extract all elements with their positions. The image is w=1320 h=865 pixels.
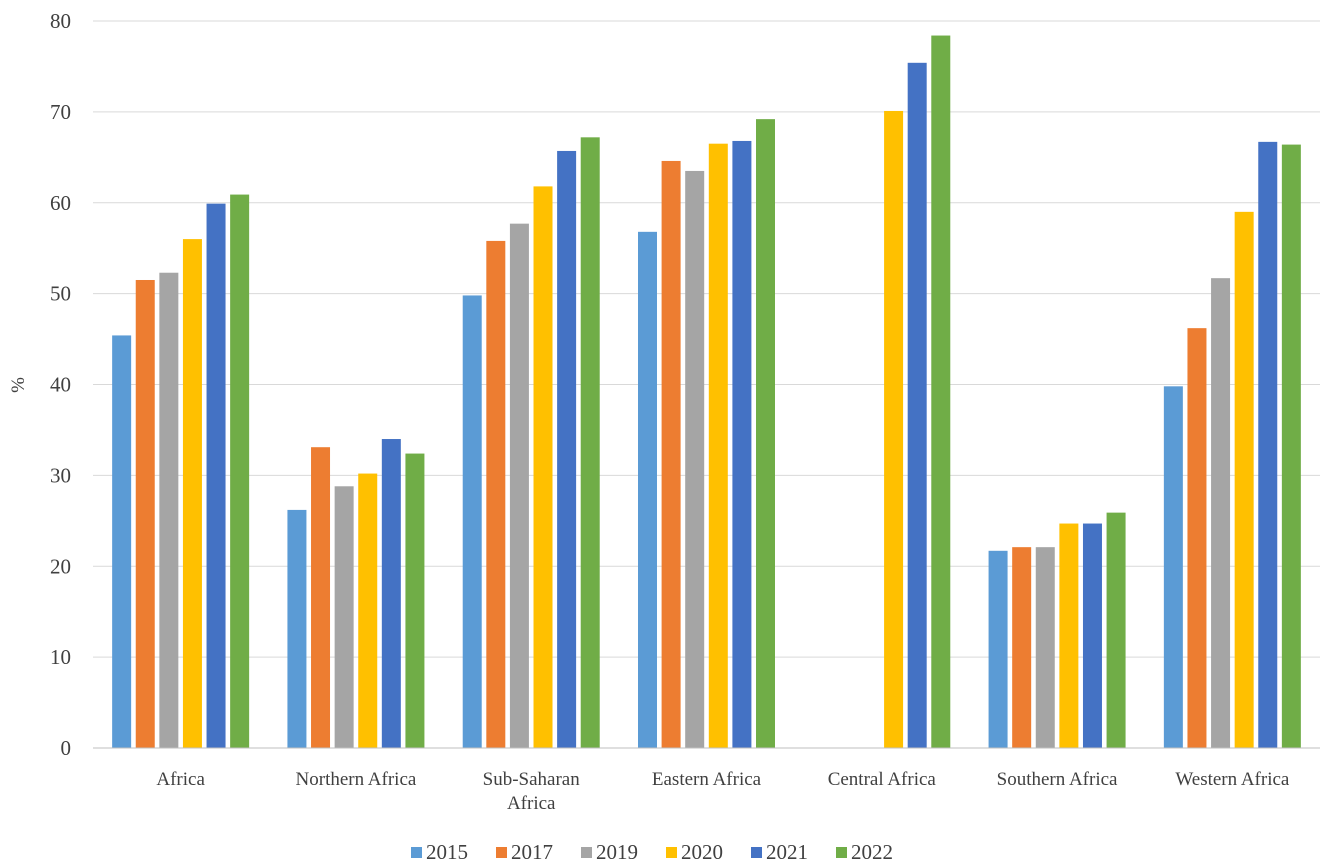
bar-2017	[1012, 547, 1032, 748]
legend-swatch-2021	[751, 847, 762, 858]
bar-2019	[159, 272, 179, 748]
y-tick-label: 40	[50, 373, 71, 397]
legend-swatch-2022	[836, 847, 847, 858]
bar-2022	[1106, 512, 1126, 748]
bar-2022	[756, 119, 775, 748]
bar-2017	[486, 240, 506, 749]
bar-2015	[638, 231, 657, 748]
bar-2021	[732, 140, 752, 748]
legend-label: 2022	[851, 840, 893, 864]
bar-2020	[533, 186, 553, 748]
y-tick-label: 20	[50, 554, 71, 578]
bar-2020	[1059, 523, 1079, 748]
bar-2020	[884, 110, 904, 748]
legend-label: 2017	[511, 840, 553, 864]
bar-2015	[462, 295, 482, 748]
bar-2021	[381, 439, 401, 748]
bar-2021	[907, 62, 927, 749]
bar-2021	[557, 150, 577, 749]
y-tick-label: 10	[50, 645, 71, 669]
y-tick-label: 80	[50, 9, 71, 33]
legend-swatch-2017	[496, 847, 507, 858]
x-category-label: Eastern Africa	[652, 769, 762, 790]
y-tick-label: 60	[50, 191, 71, 215]
y-tick-label: 30	[50, 463, 71, 487]
legend-swatch-2020	[666, 847, 677, 858]
bar-2022	[405, 453, 425, 748]
bar-2015	[988, 550, 1008, 748]
bar-2021	[1082, 523, 1102, 748]
bar-2019	[1211, 278, 1231, 748]
x-category-label: Southern Africa	[997, 769, 1118, 790]
x-category-label: Central Africa	[828, 769, 937, 790]
bar-2019	[334, 486, 354, 748]
bar-2022	[580, 137, 600, 748]
legend-label: 2021	[766, 840, 808, 864]
y-tick-label: 70	[50, 100, 71, 124]
bar-2019	[509, 223, 529, 748]
x-category-label: Western Africa	[1175, 769, 1290, 790]
bar-2020	[708, 143, 728, 748]
legend-label: 2019	[596, 840, 638, 864]
bar-2015	[287, 509, 307, 748]
bar-2022	[230, 194, 250, 749]
legend-label: 2015	[426, 840, 468, 864]
legend-label: 2020	[681, 840, 723, 864]
bar-2020	[1234, 211, 1254, 748]
bar-2020	[358, 473, 378, 748]
bar-2019	[1035, 547, 1055, 748]
x-category-label: Africa	[156, 769, 205, 790]
y-axis-title: %	[8, 377, 29, 393]
bar-2022	[1281, 144, 1301, 749]
x-category-label: Northern Africa	[296, 769, 417, 790]
bar-2021	[206, 203, 226, 748]
bar-2022	[931, 35, 951, 749]
y-tick-label: 0	[61, 736, 72, 760]
bar-2017	[1187, 328, 1207, 748]
gridlines	[93, 20, 1320, 658]
x-category-label: Sub-Saharan	[483, 769, 581, 790]
bar-2015	[112, 335, 132, 748]
legend-swatch-2015	[411, 847, 422, 858]
legend: 2015 2017 2019 2020 2021 2022	[411, 840, 893, 864]
bar-2017	[135, 279, 155, 748]
bar-2020	[182, 239, 202, 748]
bar-2021	[1258, 141, 1278, 748]
axes: 0 10 20 30 40 50 60 70 80% Africa Northern Africa S…	[8, 9, 1320, 814]
bar-2017	[311, 447, 331, 748]
y-tick-label: 50	[50, 282, 71, 306]
bar-2017	[661, 160, 681, 748]
legend-swatch-2019	[581, 847, 592, 858]
bar-2015	[1163, 386, 1183, 748]
bar-2019	[685, 170, 705, 749]
x-category-label: Africa	[507, 793, 556, 814]
bars	[112, 35, 1301, 749]
